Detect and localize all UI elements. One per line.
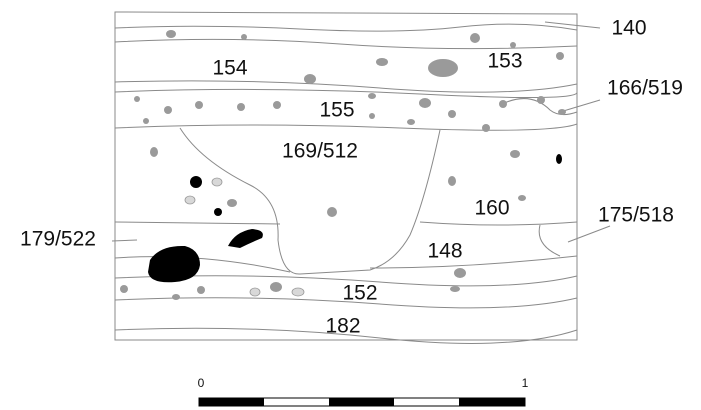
- layer-label: 169/512: [282, 140, 358, 163]
- layer-label: 160: [474, 197, 509, 220]
- layer-label: 182: [325, 315, 360, 338]
- scale-end: 1: [522, 376, 529, 390]
- layer-label: 154: [212, 57, 247, 80]
- layer-label: 179/522: [20, 228, 96, 251]
- layer-label: 152: [342, 282, 377, 305]
- layer-labels: 140 154 153 166/519 155 169/512 160 175/…: [20, 17, 683, 338]
- layer-label: 140: [611, 17, 646, 40]
- scale-bar: 0 1: [198, 376, 529, 407]
- layer-label: 148: [427, 240, 462, 263]
- scale-start: 0: [198, 376, 205, 390]
- stones: [120, 30, 566, 300]
- section-outline: [111, 11, 611, 344]
- layer-label: 155: [319, 99, 354, 122]
- layer-label: 153: [487, 50, 522, 73]
- layer-label: 166/519: [607, 77, 683, 100]
- layer-label: 175/518: [598, 204, 674, 227]
